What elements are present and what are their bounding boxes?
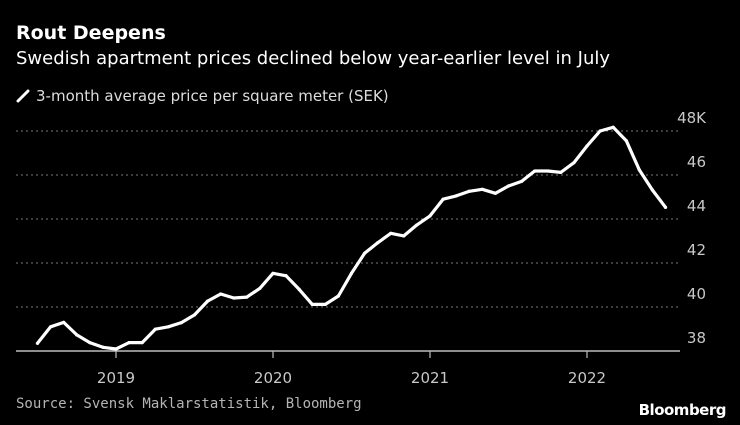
- data-point: [310, 302, 314, 306]
- data-point: [62, 320, 66, 324]
- data-point: [415, 223, 419, 227]
- data-point: [493, 191, 498, 195]
- data-point: [48, 325, 53, 329]
- legend-line-icon: [16, 89, 30, 103]
- bloomberg-logo: Bloomberg: [638, 401, 727, 419]
- data-point: [637, 168, 641, 172]
- data-point: [88, 341, 92, 345]
- data-point: [127, 341, 131, 345]
- data-point: [389, 231, 393, 235]
- y-tick-label: 42: [687, 241, 706, 259]
- data-point: [140, 341, 144, 345]
- chart-subtitle: Swedish apartment prices declined below …: [16, 48, 611, 69]
- data-point: [546, 169, 550, 173]
- data-point: [362, 251, 367, 255]
- legend-label: 3-month average price per square meter (…: [36, 87, 389, 105]
- data-point: [519, 179, 524, 183]
- data-point: [271, 271, 275, 275]
- data-point: [533, 169, 537, 173]
- y-tick-label: 46: [687, 153, 706, 171]
- data-point: [219, 292, 223, 296]
- data-point: [336, 294, 341, 298]
- x-tick-label: 2020: [254, 369, 292, 387]
- data-point: [258, 286, 262, 290]
- data-point: [297, 287, 301, 291]
- data-point: [349, 271, 354, 275]
- data-point: [585, 144, 589, 148]
- data-point: [598, 129, 602, 133]
- y-tick-label: 40: [687, 285, 706, 303]
- data-point: [650, 188, 655, 192]
- data-point: [467, 189, 471, 193]
- data-point: [284, 274, 288, 278]
- y-tick-label: 38: [687, 329, 706, 347]
- data-point: [480, 187, 484, 191]
- data-point: [624, 139, 628, 143]
- series-line: [35, 125, 668, 351]
- data-point: [232, 296, 236, 300]
- data-point: [376, 241, 380, 245]
- y-tick-label: 44: [687, 197, 706, 215]
- x-tick-label: 2021: [411, 369, 449, 387]
- data-point: [192, 313, 197, 317]
- x-tick-label: 2019: [97, 369, 135, 387]
- data-point: [75, 333, 79, 337]
- data-point: [101, 345, 105, 349]
- data-point: [35, 341, 40, 345]
- data-point: [611, 125, 615, 129]
- data-point: [441, 197, 445, 201]
- y-tick-label: 48K: [677, 109, 707, 127]
- data-point: [572, 161, 576, 165]
- data-point: [428, 214, 432, 218]
- legend: 3-month average price per square meter (…: [16, 87, 389, 105]
- data-point: [454, 194, 458, 198]
- data-point: [402, 234, 406, 238]
- data-point: [323, 302, 327, 306]
- data-point: [114, 347, 118, 351]
- data-point: [153, 327, 157, 331]
- data-point: [663, 205, 668, 209]
- chart-title: Rout Deepens: [16, 22, 166, 44]
- data-point: [245, 295, 249, 299]
- data-point: [205, 299, 210, 303]
- data-point: [166, 325, 170, 329]
- source-note: Source: Svensk Maklarstatistik, Bloomber…: [16, 396, 362, 412]
- data-point: [559, 170, 563, 174]
- data-point: [506, 184, 511, 188]
- x-tick-label: 2022: [568, 369, 606, 387]
- data-point: [179, 321, 184, 325]
